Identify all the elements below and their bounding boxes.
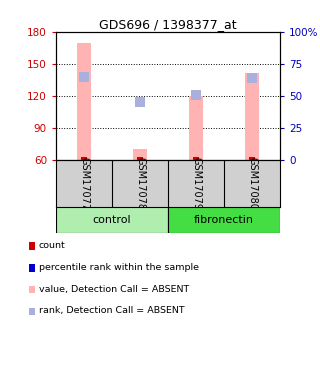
Point xyxy=(193,92,198,98)
Bar xyxy=(77,43,91,160)
Text: GSM17078: GSM17078 xyxy=(135,157,145,210)
Bar xyxy=(56,207,168,232)
Text: count: count xyxy=(39,241,66,250)
Text: percentile rank within the sample: percentile rank within the sample xyxy=(39,263,199,272)
Text: value, Detection Call = ABSENT: value, Detection Call = ABSENT xyxy=(39,285,189,294)
Text: control: control xyxy=(93,214,131,225)
Bar xyxy=(133,150,147,160)
Point xyxy=(81,74,86,80)
Text: GSM17079: GSM17079 xyxy=(191,157,201,210)
Bar xyxy=(189,96,203,160)
Point xyxy=(138,99,143,105)
Text: fibronectin: fibronectin xyxy=(194,214,254,225)
Text: GSM17077: GSM17077 xyxy=(79,157,89,210)
Text: GSM17080: GSM17080 xyxy=(247,157,257,210)
Title: GDS696 / 1398377_at: GDS696 / 1398377_at xyxy=(99,18,237,31)
Point xyxy=(250,157,255,163)
Bar xyxy=(245,72,259,160)
Point xyxy=(250,75,255,81)
Point xyxy=(81,157,86,163)
Text: rank, Detection Call = ABSENT: rank, Detection Call = ABSENT xyxy=(39,306,185,315)
Point xyxy=(193,157,198,163)
Point xyxy=(138,157,143,163)
Bar xyxy=(168,207,280,232)
